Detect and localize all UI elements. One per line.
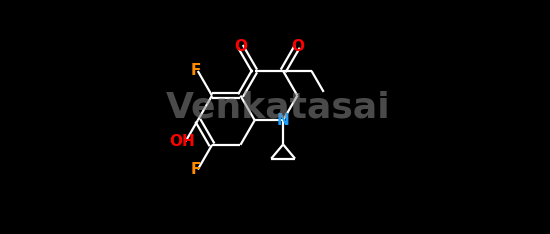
Text: F: F	[191, 162, 201, 177]
Text: OH: OH	[169, 134, 195, 149]
Text: O: O	[291, 39, 304, 54]
Text: N: N	[277, 113, 289, 128]
Text: Venkatasai: Venkatasai	[166, 90, 390, 124]
Text: O: O	[234, 39, 247, 54]
Text: F: F	[191, 63, 201, 78]
